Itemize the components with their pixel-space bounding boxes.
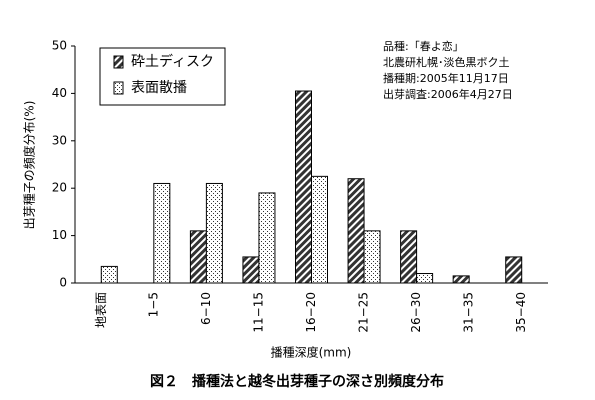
x-tick-label: 31−35 [462, 292, 476, 333]
legend-label: 表面散播 [131, 80, 187, 96]
caption: 図２ 播種法と越冬出芽種子の深さ別頻度分布 [150, 373, 444, 390]
x-tick-label: 26−30 [409, 292, 423, 333]
x-tick-label: 11−15 [251, 292, 265, 333]
bar [311, 175, 328, 284]
annotation: 播種期:2005年11月17日 [383, 71, 509, 85]
annotation: 品種:「春よ恋」 [383, 39, 464, 53]
annotation: 北農研札幌･淡色黒ボク土 [383, 55, 510, 69]
bar [416, 273, 434, 284]
x-tick-label: 21−25 [357, 292, 371, 333]
y-tick-label: 40 [52, 86, 67, 100]
x-tick-label: 16−20 [304, 292, 318, 333]
bar [363, 230, 381, 284]
x-tick-label: 1−5 [146, 292, 160, 317]
x-tick-label: 35−40 [514, 292, 528, 333]
bar [100, 265, 118, 284]
y-tick-label: 10 [52, 228, 67, 242]
bar [295, 90, 312, 284]
annotation: 出芽調査:2006年4月27日 [383, 87, 513, 101]
y-axis-title: 出芽種子の頻度分布(%) [22, 101, 37, 230]
y-tick-label: 30 [52, 133, 67, 147]
bar [258, 192, 276, 284]
bar [205, 182, 223, 284]
y-tick-label: 20 [52, 181, 67, 195]
legend-swatch [113, 81, 124, 95]
y-tick-label: 50 [52, 39, 67, 53]
y-tick-label: 0 [59, 276, 67, 290]
bar [347, 178, 365, 284]
bar [189, 230, 207, 284]
legend-label: 砕土ディスク [131, 53, 214, 70]
bar [400, 230, 418, 284]
bar [153, 182, 171, 284]
x-tick-label: 6−10 [199, 292, 213, 325]
bar [242, 256, 260, 284]
bar [505, 256, 523, 284]
bar [452, 275, 470, 284]
x-axis-title: 播種深度(mm) [271, 345, 352, 360]
legend-swatch [113, 55, 124, 69]
x-tick-label: 地表面 [94, 292, 108, 328]
